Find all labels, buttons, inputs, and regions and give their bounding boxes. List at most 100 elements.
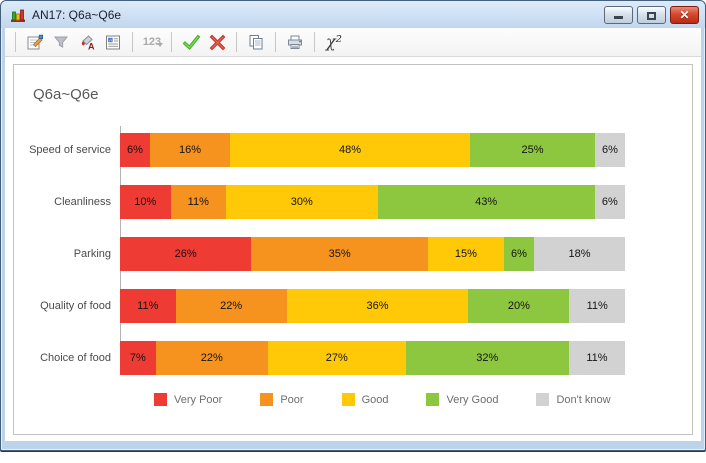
segment-value-label: 10% xyxy=(134,196,157,208)
segment-value-label: 7% xyxy=(129,352,146,364)
bar-segment-good: 27% xyxy=(267,341,406,375)
restore-button[interactable] xyxy=(637,6,666,24)
segment-value-label: 26% xyxy=(174,248,197,260)
format-button[interactable]: A xyxy=(74,30,100,54)
bar-segment-very-good: 32% xyxy=(405,341,569,375)
svg-text:A: A xyxy=(109,37,113,42)
legend-swatch-icon xyxy=(154,393,167,406)
chart-row: Cleanliness 10% 11% 30% 43% 6% xyxy=(14,185,692,219)
segment-value-label: 22% xyxy=(220,300,243,312)
minimize-button[interactable] xyxy=(604,6,633,24)
stacked-bar: 7% 22% 27% 32% 11% xyxy=(120,341,625,375)
close-button[interactable]: ✕ xyxy=(670,6,699,24)
category-label: Choice of food xyxy=(40,352,111,364)
segment-value-label: 6% xyxy=(127,144,143,156)
app-window: AN17: Q6a~Q6e ✕ xyxy=(0,0,706,451)
restore-icon xyxy=(647,12,656,20)
legend-item-good: Good xyxy=(341,393,388,406)
legend-label: Poor xyxy=(280,393,304,406)
stacked-bar: 6% 16% 48% 25% 6% xyxy=(120,133,625,167)
legend-label: Don't know xyxy=(556,393,611,406)
numbers-123-icon: 123 xyxy=(142,36,162,48)
bar-segment-good: 36% xyxy=(286,289,469,323)
legend-item-very-good: Very Good xyxy=(426,393,498,406)
chart-row: Choice of food 7% 22% 27% 32% 11% xyxy=(14,341,692,375)
category-label: Cleanliness xyxy=(54,196,111,208)
toolbar-separator xyxy=(275,32,276,52)
chart-panel: Q6a~Q6e Speed of service 6% 16% 48% 25% 6% Cle… xyxy=(13,64,693,435)
bar-segment-good: 30% xyxy=(226,185,378,219)
toolbar-separator xyxy=(132,32,133,52)
segment-value-label: 11% xyxy=(137,300,159,312)
segment-value-label: 22% xyxy=(200,352,223,364)
segment-value-label: 11% xyxy=(586,300,608,312)
segment-value-label: 32% xyxy=(476,352,499,364)
bar-segment-poor: 35% xyxy=(251,237,429,271)
segment-value-label: 35% xyxy=(328,248,351,260)
window-title: AN17: Q6a~Q6e xyxy=(32,7,122,22)
text-report-icon: A xyxy=(105,35,120,49)
chart-row: Parking 26% 35% 15% 6% 18% xyxy=(14,237,692,271)
legend-swatch-icon xyxy=(426,393,440,406)
bar-segment-very-good: 43% xyxy=(377,185,595,219)
bar-segment-very-poor: 11% xyxy=(120,289,176,323)
chart-title: Q6a~Q6e xyxy=(33,86,99,103)
legend-swatch-icon xyxy=(536,393,550,406)
category-label: Parking xyxy=(73,248,111,260)
fill-color-icon: A xyxy=(81,34,95,51)
segment-value-label: 30% xyxy=(290,196,313,208)
copy-icon xyxy=(249,34,262,49)
segment-value-label: 6% xyxy=(510,248,527,260)
window-controls: ✕ xyxy=(604,5,699,24)
toolbar: A A 123 xyxy=(5,28,701,57)
category-label: Quality of food xyxy=(40,300,111,312)
bar-segment-poor: 22% xyxy=(175,289,287,323)
toolbar-separator xyxy=(15,32,16,52)
bar-segment-don-t-know: 11% xyxy=(569,289,625,323)
print-icon xyxy=(288,35,302,49)
segment-value-label: 16% xyxy=(178,144,202,156)
svg-text:A: A xyxy=(88,41,95,51)
report-button[interactable]: A xyxy=(100,30,126,54)
legend-swatch-icon xyxy=(260,393,274,406)
bar-segment-very-poor: 7% xyxy=(120,341,156,375)
filter-button[interactable] xyxy=(48,30,74,54)
cancel-button[interactable] xyxy=(204,30,230,54)
bar-chart-icon xyxy=(11,9,25,22)
bar-segment-very-good: 20% xyxy=(468,289,570,323)
filter-icon xyxy=(53,36,69,48)
segment-value-label: 6% xyxy=(602,144,618,156)
client-area: A A 123 xyxy=(5,28,701,441)
toolbar-separator xyxy=(314,32,315,52)
minimize-icon xyxy=(614,16,623,19)
legend-item-poor: Poor xyxy=(260,393,304,406)
cancel-x-icon xyxy=(209,34,225,50)
segment-value-label: 15% xyxy=(454,248,477,260)
legend-label: Very Poor xyxy=(174,393,223,406)
copy-button[interactable] xyxy=(243,30,269,54)
properties-button[interactable] xyxy=(22,30,48,54)
numbers-button[interactable]: 123 xyxy=(139,30,165,54)
bar-segment-very-good: 25% xyxy=(470,133,595,167)
bar-segment-very-good: 6% xyxy=(503,237,535,271)
properties-icon xyxy=(27,34,43,49)
bar-segment-poor: 16% xyxy=(150,133,230,167)
bar-segment-don-t-know: 11% xyxy=(568,341,625,375)
bar-segment-don-t-know: 6% xyxy=(594,185,625,219)
stacked-bar: 26% 35% 15% 6% 18% xyxy=(120,237,625,271)
print-button[interactable] xyxy=(282,30,308,54)
chart-area: Speed of service 6% 16% 48% 25% 6% Cleanliness… xyxy=(14,126,692,406)
legend-label: Very Good xyxy=(446,393,499,406)
category-label: Speed of service xyxy=(29,144,111,156)
segment-value-label: 36% xyxy=(366,300,389,312)
segment-value-label: 25% xyxy=(521,144,544,156)
legend-item-very-poor: Very Poor xyxy=(154,393,222,406)
segment-value-label: 18% xyxy=(568,248,591,260)
segment-value-label: 43% xyxy=(475,196,498,208)
segment-value-label: 27% xyxy=(325,352,348,364)
chi-squared-button[interactable]: χ² xyxy=(321,30,347,54)
chi-squared-icon: χ² xyxy=(325,32,343,51)
titlebar[interactable]: AN17: Q6a~Q6e ✕ xyxy=(1,1,705,28)
accept-button[interactable] xyxy=(178,30,204,54)
chart-legend: Very Poor Poor Good Very Good Don't know xyxy=(154,393,692,406)
